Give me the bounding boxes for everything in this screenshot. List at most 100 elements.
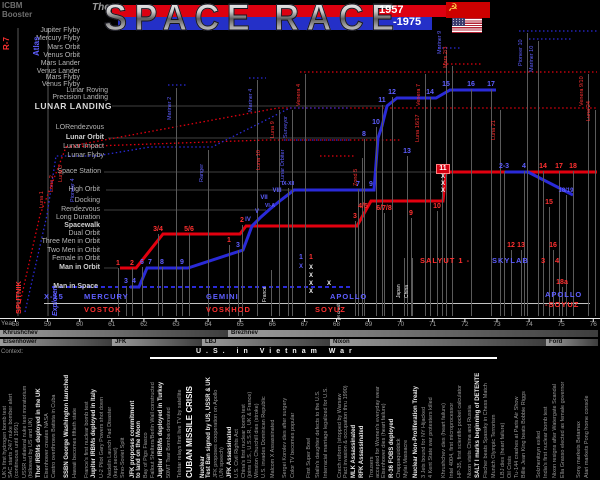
event-dropper-line bbox=[543, 171, 544, 316]
year-tick-label: 72 bbox=[461, 321, 469, 328]
history-event-label: Eisenhower creates NASA bbox=[44, 360, 50, 478]
event-dropper-line bbox=[538, 41, 539, 316]
history-event-label: 4 Kent State war protesters killed bbox=[428, 360, 434, 478]
event-text-line: 50MT Tsar Bomba detonated bbox=[166, 407, 172, 478]
event-dropper-line bbox=[527, 33, 528, 316]
event-text-line: Oil Crisis bbox=[507, 456, 513, 478]
event-text-line: Chappaquiddick bbox=[396, 438, 402, 478]
vietnam-war-label: U.S. in Vietnam War bbox=[196, 348, 357, 355]
history-event-label: 3 Jets bound for NY Hijacked bbox=[421, 360, 427, 478]
achievement-label: Venus Lander bbox=[36, 68, 80, 75]
mission-marker: 3/4 bbox=[153, 226, 163, 233]
event-text-line: 3 Jets bound for NY Hijacked bbox=[421, 406, 427, 478]
event-text-line: (kept secret) bbox=[113, 447, 119, 478]
mission-marker: 13 bbox=[403, 148, 411, 155]
mission-marker: X bbox=[326, 281, 331, 287]
event-text-line: U-2 Pilot Gary Powers shot down bbox=[99, 396, 105, 478]
history-event-label: Oil Crisis bbox=[507, 360, 513, 478]
leader-term-bar: Nixon bbox=[330, 339, 547, 346]
history-event-label: Sony markets Betamax bbox=[576, 360, 582, 478]
mission-marker: X bbox=[440, 188, 445, 194]
mission-marker: 18 bbox=[569, 163, 577, 170]
event-text-line: U.S. Civil Rights Act bbox=[234, 429, 240, 478]
history-event-label: India's first nuclear bomb test bbox=[543, 360, 549, 478]
page-title: SPACE RACE bbox=[104, 0, 401, 39]
event-dropper-line bbox=[412, 258, 413, 316]
mission-marker: 11 bbox=[378, 97, 386, 104]
event-text-line: Castro overthrows Batista in Cuba bbox=[51, 394, 57, 478]
event-text-line: Nixon visits China and Russia bbox=[467, 405, 473, 478]
program-row-underline bbox=[44, 303, 590, 304]
history-event-label: China's first nuclear bomb test (joins U.… bbox=[241, 360, 253, 478]
history-event-label: Mylai Massacre bbox=[403, 360, 409, 478]
mission-marker: 2-3 bbox=[498, 163, 510, 170]
achievement-label: Mars Flyby bbox=[45, 74, 80, 81]
history-event-label: Thor IRBMs deployed in the UK bbox=[36, 360, 42, 478]
mission-marker: X bbox=[308, 289, 313, 295]
mission-marker: 3 bbox=[353, 213, 357, 220]
history-event-label: Sergei Korolev dies after surgery bbox=[282, 360, 288, 478]
event-dropper-line bbox=[362, 158, 363, 316]
year-axis-caption: Year bbox=[1, 320, 15, 327]
event-text-line: Nixon resigns after Watergate Scandal bbox=[552, 384, 558, 478]
vertical-mission-label: SPUTNIK bbox=[14, 281, 23, 314]
event-dropper-line bbox=[176, 88, 177, 316]
program-label: X-15 bbox=[44, 292, 64, 301]
event-dropper-line bbox=[158, 234, 159, 316]
event-dropper-line bbox=[588, 74, 589, 316]
history-event-label: Trousers accepted for Women's everyday we… bbox=[369, 360, 381, 478]
year-tick-label: 66 bbox=[268, 321, 276, 328]
achievement-label: Long Duration bbox=[56, 214, 100, 221]
history-event-label: Fallout Shelters/Berlin Wall constructed bbox=[150, 360, 156, 478]
event-dropper-line bbox=[553, 250, 554, 316]
event-text-line: LBJ dies (heart failure) bbox=[500, 422, 506, 478]
mission-marker: IV bbox=[245, 217, 251, 223]
timeline-polyline bbox=[130, 88, 496, 289]
history-event-label: Bay of Pigs Fiasco bbox=[143, 360, 149, 478]
leader-term-bar: JFK bbox=[112, 339, 203, 346]
year-tick-label: 59 bbox=[43, 321, 52, 328]
year-tick-label: 61 bbox=[108, 321, 116, 328]
event-dropper-line bbox=[358, 189, 359, 316]
year-tick-label: 76 bbox=[589, 321, 597, 328]
program-label: 4 bbox=[555, 256, 561, 265]
program-label: SOYUZ bbox=[315, 305, 346, 314]
history-event-label: Ella Grasso elected as female governor bbox=[560, 360, 566, 478]
event-dropper-line bbox=[437, 211, 438, 316]
leader-term-bar: Khrushchev bbox=[0, 330, 229, 337]
vertical-mission-label: Mariner 10 bbox=[529, 45, 535, 72]
event-dropper-line bbox=[126, 286, 127, 316]
history-event-label: U.S. Civil Rights Act bbox=[234, 360, 240, 478]
mission-marker: 14 bbox=[426, 89, 434, 96]
vertical-mission-label: Venera 4 bbox=[296, 83, 302, 106]
achievement-label: Dual Orbit bbox=[68, 230, 100, 237]
history-event-label: Czech reform (stopped by Warsaw Pact inva… bbox=[337, 360, 349, 478]
mission-marker: VII bbox=[260, 195, 268, 201]
vertical-mission-label: Mariner 9 bbox=[437, 30, 443, 54]
history-event-label: Castro overthrows Batista in Cuba bbox=[51, 360, 57, 478]
year-tick-label: 68 bbox=[332, 321, 341, 328]
event-dropper-line bbox=[562, 287, 563, 316]
achievement-label: Three Men in Orbit bbox=[41, 238, 100, 245]
vertical-mission-label: Luna 1 bbox=[39, 191, 45, 208]
vertical-mission-label: Luna 9 bbox=[270, 121, 276, 138]
event-dropper-line bbox=[376, 127, 377, 316]
achievement-label: Man in Orbit bbox=[59, 264, 100, 271]
timeline-polyline bbox=[95, 107, 348, 157]
year-axis-line bbox=[0, 318, 600, 319]
event-dropper-line bbox=[559, 171, 560, 316]
mission-marker: 9 bbox=[369, 181, 373, 188]
vertical-mission-label: Luna 10 bbox=[256, 150, 262, 170]
history-event-label: Munich Olympic Terrorism bbox=[491, 360, 497, 478]
mission-marker: 16 bbox=[549, 242, 557, 249]
history-event-label: Atari markets Pong home console bbox=[584, 360, 590, 478]
leader-name: JFK bbox=[115, 339, 127, 345]
timeline-polyline bbox=[65, 139, 400, 148]
history-event-label: First Super Bowl bbox=[306, 360, 312, 478]
mission-marker: VI-A bbox=[265, 203, 275, 209]
mission-marker: 4/5 bbox=[358, 203, 368, 210]
history-event-label: Malcom X Assassinated bbox=[270, 360, 276, 478]
title-red-bar bbox=[112, 5, 448, 17]
event-text-line: Mylai Massacre bbox=[403, 439, 409, 478]
